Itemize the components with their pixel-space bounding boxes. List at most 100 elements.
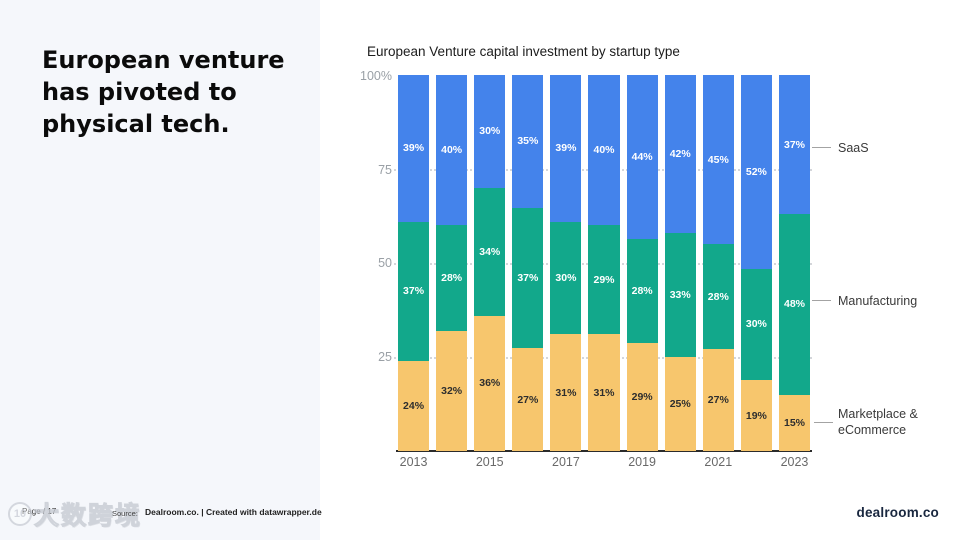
x-axis-line <box>396 450 812 452</box>
x-tick-2019: 2019 <box>628 455 657 469</box>
segment-value-label: 37% <box>783 138 805 151</box>
bar-2018: 40% 29% 31% <box>588 75 620 451</box>
segment-manufacturing-2013: 37% <box>398 221 430 361</box>
segment-value-label: 30% <box>479 125 501 138</box>
segment-marketplace-ecommerce-2015: 36% <box>474 315 506 451</box>
segment-manufacturing-2019: 28% <box>626 238 658 344</box>
x-tick-2020 <box>665 455 696 469</box>
segment-value-label: 19% <box>745 409 767 422</box>
page-number: Page / 17 <box>22 507 57 516</box>
segment-value-label: 28% <box>631 284 653 297</box>
legend-label-saas: SaaS <box>838 141 869 155</box>
x-tick-2016 <box>512 455 543 469</box>
segment-manufacturing-2017: 30% <box>550 221 582 335</box>
x-tick-2015: 2015 <box>475 455 504 469</box>
segment-value-label: 40% <box>593 144 615 157</box>
bar-2015: 30% 34% 36% <box>474 75 506 451</box>
segment-marketplace-ecommerce-2014: 32% <box>436 330 468 451</box>
y-tick-50: 50 <box>378 256 392 270</box>
segment-value-label: 34% <box>479 245 501 258</box>
segment-value-label: 30% <box>745 318 767 331</box>
segment-saas-2018: 40% <box>588 75 620 226</box>
bar-2013: 39% 37% 24% <box>398 75 430 451</box>
bar-2023: 37% 48% 15% <box>778 75 811 451</box>
segment-manufacturing-2022: 30% <box>740 268 772 381</box>
segment-manufacturing-2015: 34% <box>474 187 506 316</box>
x-tick-2013: 2013 <box>399 455 428 469</box>
segment-saas-2013: 39% <box>398 75 430 222</box>
segment-value-label: 31% <box>555 386 577 399</box>
x-axis-labels: 2013 2015 2017 2019 2021 2023 <box>398 455 810 469</box>
x-tick-2017: 2017 <box>552 455 580 469</box>
segment-value-label: 29% <box>631 391 653 403</box>
segment-value-label: 52% <box>745 165 767 178</box>
segment-marketplace-ecommerce-2020: 25% <box>664 356 696 451</box>
x-tick-2014 <box>436 455 467 469</box>
headline-line-2: has pivoted to <box>42 78 237 106</box>
segment-manufacturing-2016: 37% <box>512 207 544 349</box>
segment-value-label: 24% <box>403 399 425 412</box>
segment-value-label: 30% <box>555 272 577 285</box>
left-panel: European venture has pivoted to physical… <box>0 0 320 540</box>
segment-marketplace-ecommerce-2017: 31% <box>550 334 582 451</box>
x-tick-2023: 2023 <box>780 455 809 469</box>
legend-label-manufacturing: Manufacturing <box>838 294 918 308</box>
segment-manufacturing-2014: 28% <box>436 225 468 331</box>
segment-saas-2015: 30% <box>474 75 506 188</box>
segment-marketplace-ecommerce-2013: 24% <box>398 360 430 451</box>
segment-value-label: 44% <box>631 150 653 163</box>
bar-2016: 35% 37% 27% <box>512 75 544 451</box>
y-tick-25: 25 <box>378 350 392 364</box>
bar-2020: 42% 33% 25% <box>664 75 696 451</box>
segment-value-label: 31% <box>593 386 615 399</box>
bar-2019: 44% 28% 29% <box>626 75 658 451</box>
segment-marketplace-ecommerce-2021: 27% <box>702 349 734 451</box>
legend-label-marketplace-line1: Marketplace & <box>838 407 918 421</box>
bar-2014: 40% 28% 32% <box>436 75 468 451</box>
y-tick-75: 75 <box>378 163 392 177</box>
segment-value-label: 37% <box>403 285 425 298</box>
segment-value-label: 27% <box>707 394 729 407</box>
bar-2022: 52% 30% 19% <box>740 75 772 451</box>
segment-marketplace-ecommerce-2018: 31% <box>588 334 620 451</box>
segment-value-label: 35% <box>517 135 539 148</box>
segment-marketplace-ecommerce-2019: 29% <box>626 343 658 451</box>
segment-saas-2022: 52% <box>740 75 772 269</box>
dealroom-logo: dealroom.co <box>856 505 939 520</box>
segment-value-label: 39% <box>403 142 425 155</box>
x-tick-2022 <box>741 455 772 469</box>
legend-label-marketplace-line2: eCommerce <box>838 423 907 437</box>
segment-manufacturing-2020: 33% <box>664 232 696 357</box>
legend-label-marketplace: Marketplace & eCommerce <box>838 406 918 438</box>
segment-value-label: 42% <box>669 147 691 160</box>
bar-2017: 39% 30% 31% <box>550 75 582 451</box>
segment-manufacturing-2018: 29% <box>588 225 620 335</box>
segment-saas-2014: 40% <box>436 75 468 226</box>
segment-value-label: 32% <box>441 384 463 397</box>
headline-line-1: European venture <box>42 46 285 74</box>
segment-marketplace-ecommerce-2023: 15% <box>778 394 811 451</box>
segment-saas-2023: 37% <box>778 75 811 215</box>
headline-line-3: physical tech. <box>42 110 230 138</box>
y-tick-100: 100% <box>360 69 392 83</box>
segment-manufacturing-2023: 48% <box>778 214 811 395</box>
legend-connector-marketplace <box>814 422 833 423</box>
segment-marketplace-ecommerce-2016: 27% <box>512 348 544 451</box>
segment-marketplace-ecommerce-2022: 19% <box>740 380 772 451</box>
bars: 39% 37% 24% 40% 28% 32% 30% 34% 36% 35% 37% 27% 39% 3… <box>398 75 811 451</box>
source-text: Dealroom.co. | Created with datawrapper.… <box>145 507 322 517</box>
segment-value-label: 33% <box>669 288 691 301</box>
segment-manufacturing-2021: 28% <box>702 244 734 350</box>
segment-value-label: 29% <box>593 273 615 286</box>
slide-headline: European venture has pivoted to physical… <box>42 44 302 140</box>
segment-value-label: 28% <box>441 272 463 285</box>
segment-saas-2017: 39% <box>550 75 582 222</box>
segment-value-label: 37% <box>517 272 539 285</box>
x-tick-2018 <box>588 455 619 469</box>
segment-value-label: 39% <box>555 142 577 155</box>
segment-value-label: 27% <box>517 393 539 406</box>
bar-2021: 45% 28% 27% <box>702 75 734 451</box>
segment-value-label: 25% <box>669 397 691 410</box>
segment-saas-2021: 45% <box>702 75 734 245</box>
